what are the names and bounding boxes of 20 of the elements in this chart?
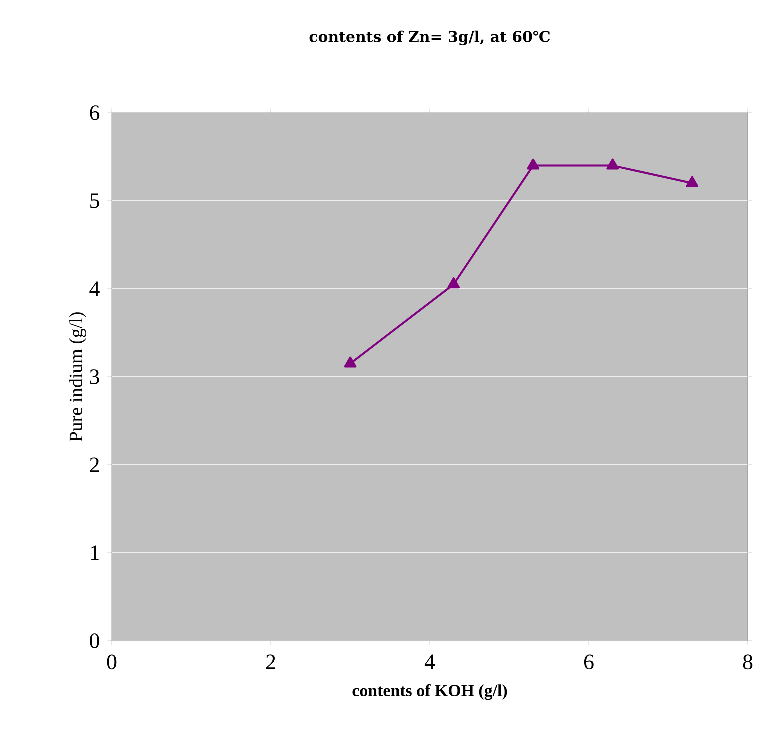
- point: [686, 176, 699, 188]
- x-tick-label: 2: [266, 654, 276, 670]
- point: [344, 356, 357, 368]
- y-tick-label: 6: [90, 106, 100, 120]
- x-tick-label: 8: [743, 654, 753, 670]
- point: [448, 278, 460, 289]
- y-tick-label: 2: [90, 458, 100, 472]
- y-axis-title: Pure indium (g/l): [69, 312, 86, 442]
- x-axis-title: contents of KOH (g/l): [352, 684, 508, 700]
- point: [606, 158, 620, 170]
- y-tick-label: 3: [90, 370, 100, 384]
- chart-title: contents of Zn= 3g/l, at 60℃: [310, 30, 550, 46]
- y-tick-label: 5: [90, 194, 100, 208]
- y-tick-label: 1: [91, 546, 99, 560]
- point: [527, 158, 540, 170]
- x-tick-label: 6: [584, 654, 594, 670]
- y-tick-label: 0: [90, 634, 100, 648]
- x-tick-label: 0: [107, 654, 117, 670]
- x-tick-label: 4: [424, 654, 436, 670]
- y-tick-label: 4: [90, 282, 100, 296]
